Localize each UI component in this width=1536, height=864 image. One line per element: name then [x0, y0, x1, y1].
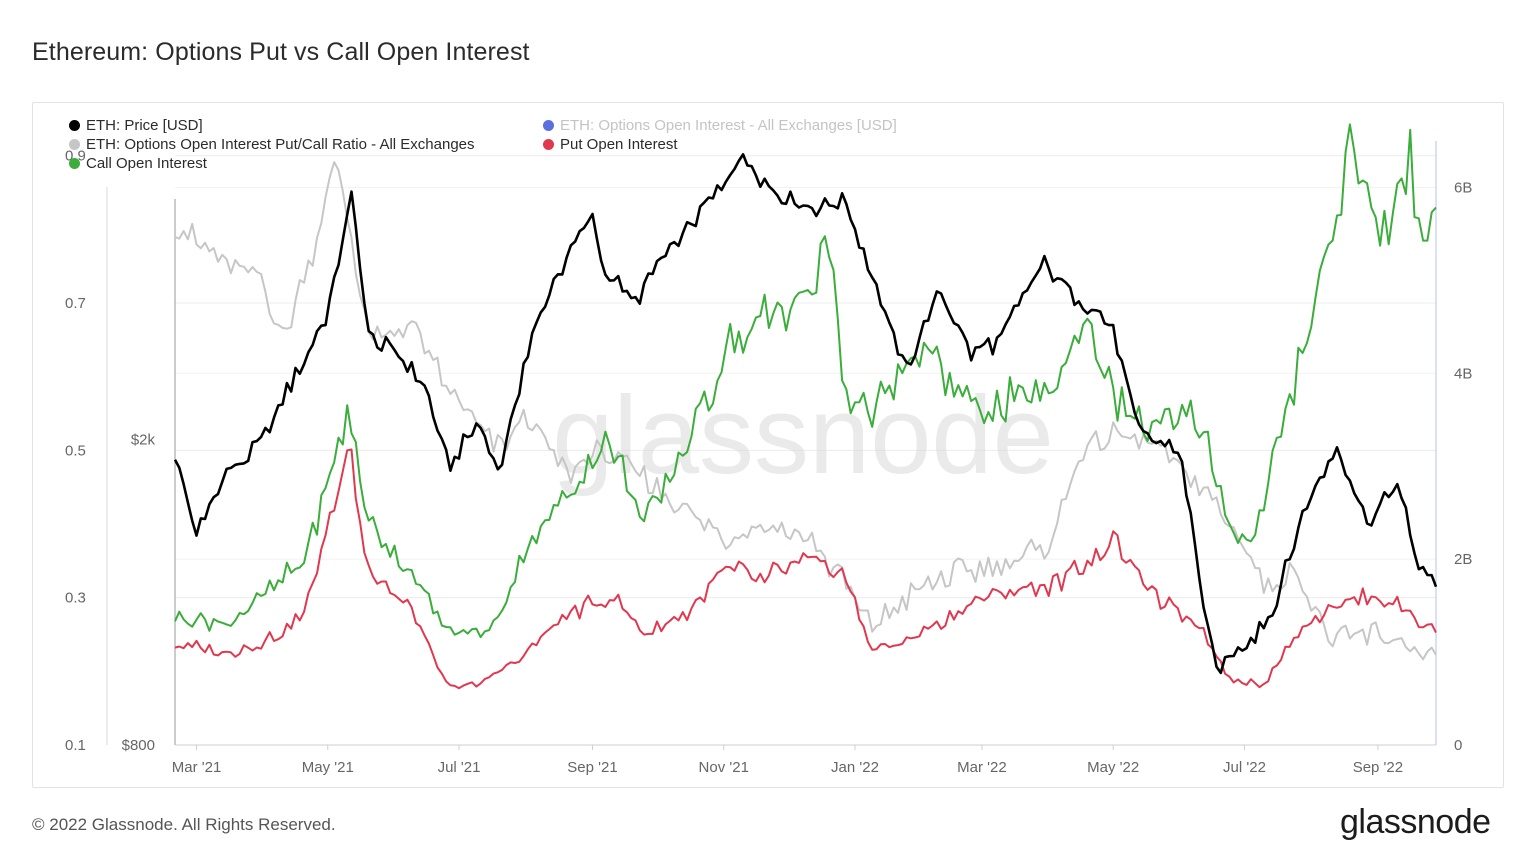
brand-logo: glassnode — [1340, 803, 1491, 841]
legend-put-oi-label: Put Open Interest — [560, 136, 678, 153]
usd-tick-label: 0 — [1454, 737, 1462, 754]
price-tick-label: $800 — [122, 737, 155, 754]
x-tick-label: Sep '21 — [567, 759, 617, 776]
x-tick-label: Sep '22 — [1353, 759, 1403, 776]
legend-price-dot — [69, 120, 80, 131]
x-tick-label: Jul '22 — [1223, 759, 1266, 776]
ratio-tick-label: 0.7 — [65, 295, 86, 312]
footer-copyright: © 2022 Glassnode. All Rights Reserved. — [32, 815, 336, 834]
chart-panel: glassnode 0.9 0.7 0.5 0.3 0.1 $2k $800 6B 4B 2B 0 Ma… — [32, 102, 1504, 788]
legend-put-call-ratio-dot — [69, 139, 80, 150]
x-tick-label: Jan '22 — [831, 759, 879, 776]
legend-price-label: ETH: Price [USD] — [86, 117, 203, 134]
legend-options-oi-label: ETH: Options Open Interest - All Exchang… — [560, 117, 897, 134]
legend-put-call-ratio[interactable]: ETH: Options Open Interest Put/Call Rati… — [69, 136, 475, 153]
price-tick-label: $2k — [131, 432, 156, 449]
legend-put-oi-dot — [543, 139, 554, 150]
legend-call-oi-label: Call Open Interest — [86, 155, 207, 172]
x-tick-label: May '22 — [1087, 759, 1139, 776]
legend-price[interactable]: ETH: Price [USD] — [69, 117, 203, 134]
series-line — [174, 161, 1437, 661]
watermark-text: glassnode — [552, 374, 1054, 497]
series-line — [174, 448, 1437, 690]
ratio-tick-label: 0.1 — [65, 737, 86, 754]
x-tick-label: Mar '21 — [172, 759, 222, 776]
chart-plot: glassnode0.90.70.50.30.1$2k$8006B4B2B0Ma… — [65, 123, 1472, 776]
series-line — [174, 123, 1437, 639]
usd-tick-label: 6B — [1454, 179, 1472, 196]
legend-put-oi[interactable]: Put Open Interest — [543, 136, 678, 153]
legend-call-oi[interactable]: Call Open Interest — [69, 155, 207, 172]
legend-put-call-ratio-label: ETH: Options Open Interest Put/Call Rati… — [86, 136, 475, 153]
ratio-tick-label: 0.3 — [65, 590, 86, 607]
ratio-tick-label: 0.5 — [65, 442, 86, 459]
usd-tick-label: 4B — [1454, 365, 1472, 382]
legend-call-oi-dot — [69, 158, 80, 169]
series-line — [173, 153, 1438, 675]
usd-tick-label: 2B — [1454, 551, 1472, 568]
legend-options-oi-dot — [543, 120, 554, 131]
x-tick-label: Jul '21 — [438, 759, 481, 776]
legend-options-oi[interactable]: ETH: Options Open Interest - All Exchang… — [543, 117, 897, 134]
x-tick-label: Mar '22 — [957, 759, 1007, 776]
x-tick-label: Nov '21 — [699, 759, 749, 776]
x-tick-label: May '21 — [302, 759, 354, 776]
page-title: Ethereum: Options Put vs Call Open Inter… — [32, 38, 530, 66]
